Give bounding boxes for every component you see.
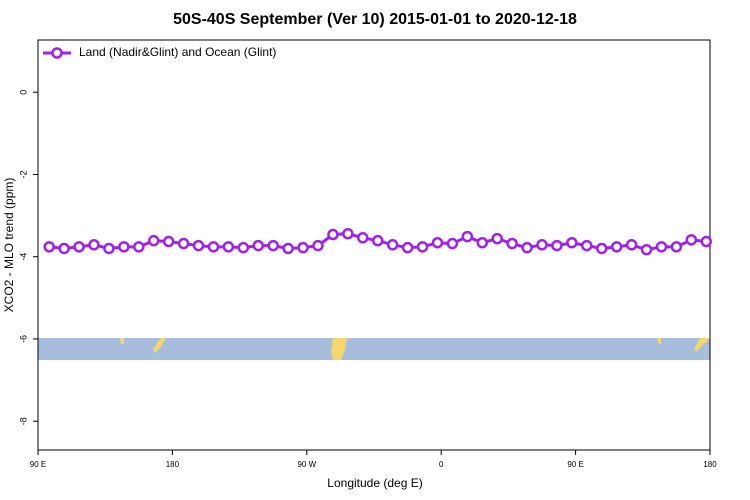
- data-point: [431, 236, 444, 249]
- y-tick-label: -4: [18, 253, 28, 261]
- data-point: [252, 239, 265, 252]
- data-point: [147, 234, 160, 247]
- data-point: [416, 241, 429, 253]
- data-point: [103, 242, 115, 255]
- data-point: [700, 235, 713, 248]
- data-point: [118, 241, 130, 253]
- data-point: [581, 239, 593, 252]
- data-point: [73, 241, 85, 253]
- y-axis-label: XCO2 - MLO trend (ppm): [2, 178, 16, 313]
- data-point: [521, 241, 533, 254]
- data-point: [386, 239, 399, 251]
- data-point: [297, 241, 309, 254]
- data-point: [551, 239, 563, 252]
- data-point: [342, 227, 354, 240]
- data-point: [267, 239, 279, 252]
- data-point: [476, 236, 489, 249]
- data-point: [237, 241, 250, 254]
- y-tick-label: -2: [18, 170, 28, 178]
- data-point: [88, 239, 100, 251]
- x-axis-label: Longitude (deg E): [327, 476, 422, 490]
- data-point: [595, 242, 608, 255]
- chart-title: 50S-40S September (Ver 10) 2015-01-01 to…: [173, 11, 577, 28]
- y-tick-label: -8: [18, 417, 28, 425]
- data-point: [566, 236, 578, 249]
- data-point: [192, 239, 205, 252]
- data-point: [207, 241, 220, 253]
- data-point: [222, 241, 235, 253]
- legend: Land (Nadir&Glint) and Ocean (Glint): [43, 45, 276, 59]
- data-point: [685, 234, 698, 246]
- x-tick-label: 180: [703, 460, 717, 469]
- data-point: [610, 241, 623, 253]
- data-point: [506, 237, 518, 250]
- data-point: [461, 230, 474, 243]
- data-point: [312, 239, 324, 252]
- legend-label: Land (Nadir&Glint) and Ocean (Glint): [79, 45, 276, 59]
- x-tick-label: 0: [439, 460, 444, 469]
- x-tick-label: 90 W: [297, 460, 316, 469]
- data-point: [625, 239, 638, 251]
- data-point: [357, 232, 369, 244]
- legend-marker: [51, 47, 63, 59]
- data-point: [327, 228, 339, 241]
- surface-mask: [38, 338, 710, 360]
- data-point: [133, 241, 145, 253]
- ocean-band: [38, 338, 710, 360]
- data-point: [162, 235, 175, 248]
- data-point: [282, 242, 294, 255]
- x-tick-label: 90 E: [30, 460, 46, 469]
- data-point: [655, 241, 668, 253]
- data-point: [640, 243, 653, 256]
- data-point: [536, 239, 548, 251]
- x-tick-label: 180: [166, 460, 180, 469]
- data-point: [371, 234, 384, 247]
- data-point: [491, 232, 503, 245]
- y-tick-label: -6: [18, 335, 28, 343]
- data-point: [401, 241, 414, 254]
- data-point: [670, 241, 683, 253]
- x-tick-label: 90 E: [567, 460, 583, 469]
- y-tick-label: 0: [18, 90, 28, 95]
- data-point: [446, 237, 459, 250]
- data-point: [43, 241, 55, 253]
- data-point: [58, 242, 70, 255]
- data-point: [177, 237, 190, 250]
